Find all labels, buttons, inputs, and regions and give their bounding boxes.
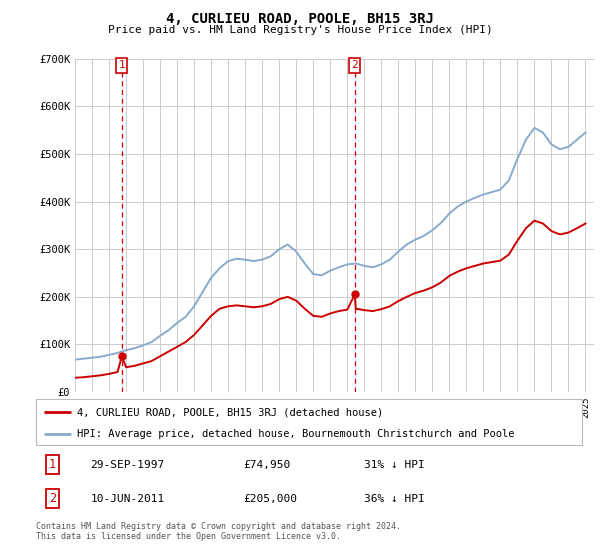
Text: HPI: Average price, detached house, Bournemouth Christchurch and Poole: HPI: Average price, detached house, Bour… [77, 429, 514, 438]
Text: £74,950: £74,950 [244, 460, 291, 470]
Text: £205,000: £205,000 [244, 494, 298, 504]
Text: 10-JUN-2011: 10-JUN-2011 [91, 494, 165, 504]
Text: Contains HM Land Registry data © Crown copyright and database right 2024.
This d: Contains HM Land Registry data © Crown c… [36, 522, 401, 542]
Text: 36% ↓ HPI: 36% ↓ HPI [364, 494, 424, 504]
Text: 4, CURLIEU ROAD, POOLE, BH15 3RJ: 4, CURLIEU ROAD, POOLE, BH15 3RJ [166, 12, 434, 26]
Text: 1: 1 [118, 60, 125, 71]
Text: 1: 1 [49, 458, 56, 471]
Text: 31% ↓ HPI: 31% ↓ HPI [364, 460, 424, 470]
Text: Price paid vs. HM Land Registry's House Price Index (HPI): Price paid vs. HM Land Registry's House … [107, 25, 493, 35]
Text: 2: 2 [49, 492, 56, 505]
Text: 2: 2 [352, 60, 358, 71]
Text: 29-SEP-1997: 29-SEP-1997 [91, 460, 165, 470]
Text: 4, CURLIEU ROAD, POOLE, BH15 3RJ (detached house): 4, CURLIEU ROAD, POOLE, BH15 3RJ (detach… [77, 407, 383, 417]
